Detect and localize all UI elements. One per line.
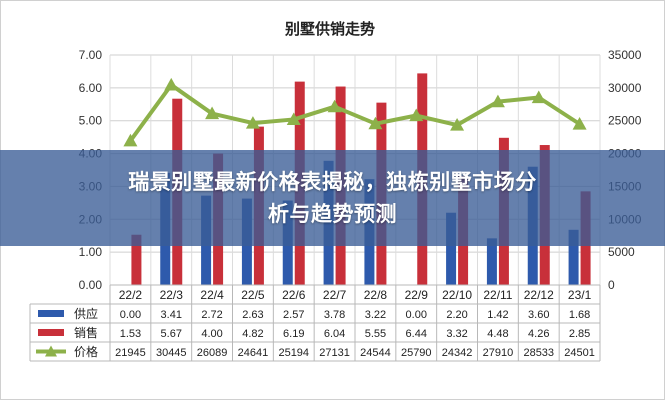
price-point [572,116,587,130]
category-label: 22/3 [160,288,184,302]
data-cell: 27910 [483,347,514,359]
price-line [123,77,587,147]
data-cell: 24501 [564,347,595,359]
data-cell: 6.19 [283,328,304,340]
data-cell: 25194 [278,347,309,359]
right-tick-label: 5000 [608,245,635,259]
data-cell: 1.68 [569,309,590,321]
right-tick-label: 25000 [608,114,642,128]
data-cell: 0.00 [406,309,427,321]
right-tick-label: 35000 [608,48,642,62]
data-cell: 1.53 [120,328,141,340]
price-point [205,106,220,120]
price-line-path [128,82,581,142]
data-cell: 4.26 [528,328,549,340]
price-point [327,99,342,113]
left-tick-label: 7.00 [79,48,103,62]
series-name: 销售 [74,325,98,340]
headline-line-1: 瑞景别墅最新价格表揭秘，独栋别墅市场分 [128,170,537,194]
data-cell: 4.82 [242,328,263,340]
data-cell: 26089 [197,347,228,359]
data-cell: 0.00 [120,309,141,321]
data-cell: 27131 [319,347,350,359]
data-cell: 30445 [156,347,187,359]
data-cell: 4.00 [201,328,222,340]
data-table: 22/2 22/3 22/4 22/5 22/6 22/7 22/8 22/9 22/10 22/… [29,284,601,362]
supply-bar [446,212,457,285]
series-name: 价格 [74,344,98,359]
category-label: 22/4 [200,288,224,302]
data-cell: 21945 [115,347,146,359]
category-label: 22/9 [405,288,429,302]
left-tick-label: 6.00 [79,81,103,95]
data-cell: 3.32 [446,328,467,340]
category-label: 22/8 [364,288,388,302]
data-cell: 28533 [523,347,554,359]
category-label: 23/1 [568,288,592,302]
data-cell: 3.60 [528,309,549,321]
left-tick-label: 1.00 [79,245,103,259]
supply-bar [486,238,497,285]
data-cell: 2.20 [446,309,467,321]
data-cell: 3.78 [324,309,345,321]
category-label: 22/10 [442,288,472,302]
data-cell: 5.55 [365,328,386,340]
category-label: 22/5 [241,288,265,302]
price-point [490,94,505,108]
data-cell: 6.04 [324,328,345,340]
category-label: 22/2 [119,288,143,302]
price-point [245,116,260,129]
category-label: 22/12 [524,288,554,302]
price-point [450,118,465,131]
legend-key-supply [38,310,64,317]
data-cell: 2.85 [569,328,590,340]
right-tick-label: 0 [608,278,615,292]
left-tick-label: 5.00 [79,114,103,128]
category-label: 22/6 [282,288,306,302]
data-cell: 6.44 [406,328,427,340]
price-point [286,112,301,126]
price-point [531,90,546,104]
right-tick-label: 30000 [608,81,642,95]
category-label: 22/7 [323,288,347,302]
data-cell: 4.48 [487,328,508,340]
sales-bar [131,234,142,285]
headline-banner: 瑞景别墅最新价格表揭秘，独栋别墅市场分 析与趋势预测 [0,150,665,246]
legend-key-price-marker [45,345,57,357]
category-label: 22/11 [483,288,512,302]
supply-bar [568,229,579,285]
data-cell: 24641 [238,347,269,359]
data-cell: 24342 [442,347,473,359]
data-cell: 25790 [401,347,432,359]
price-point [409,108,424,122]
legend-key-sales [38,329,64,336]
price-point [123,133,138,147]
data-cell: 2.63 [242,309,263,321]
headline-line-2: 析与趋势预测 [268,202,397,226]
price-point [164,77,179,91]
price-point [368,116,383,130]
chart-title: 别墅供销走势 [284,20,375,38]
data-cell: 2.72 [201,309,222,321]
data-cell: 3.41 [161,309,182,321]
data-cell: 1.42 [487,309,508,321]
left-tick-label: 0.00 [79,278,103,292]
data-cell: 5.67 [161,328,182,340]
series-name: 供应 [74,306,98,321]
data-cell: 3.22 [365,309,386,321]
data-cell: 2.57 [283,309,304,321]
data-cell: 24544 [360,347,391,359]
